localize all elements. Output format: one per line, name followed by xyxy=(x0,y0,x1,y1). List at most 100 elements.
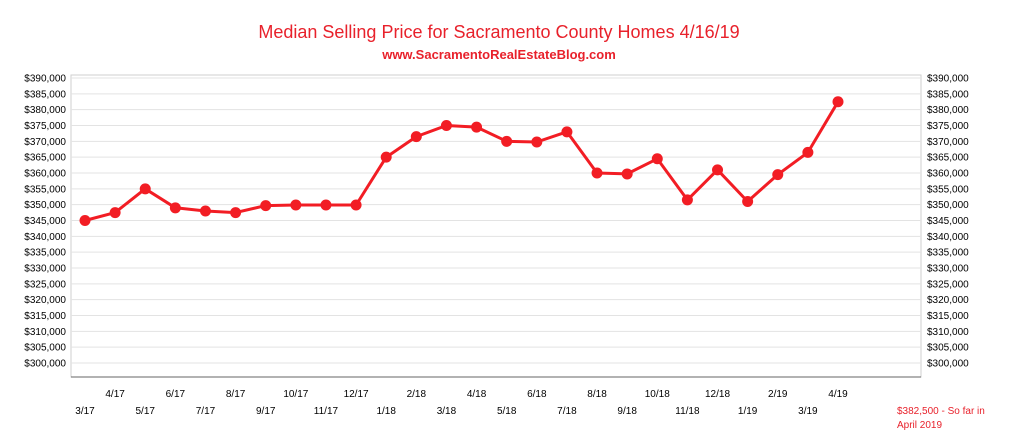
series-line xyxy=(84,101,840,222)
x-tick-label: 11/18 xyxy=(675,406,700,417)
x-tick-label: 3/18 xyxy=(437,406,457,417)
data-point xyxy=(79,215,91,226)
x-tick-label: 8/17 xyxy=(226,389,246,400)
y-tick-label-right: $340,000 xyxy=(927,232,969,243)
data-point xyxy=(712,164,724,176)
x-tick-label: 4/18 xyxy=(467,389,487,400)
y-tick-label-left: $345,000 xyxy=(24,216,66,227)
data-point xyxy=(591,167,603,179)
annotation-line-1: $382,500 - So far in xyxy=(897,406,985,417)
x-tick-label: 8/18 xyxy=(587,389,607,400)
x-axis: 3/17 4/17 5/17 6/17 7/17 8/17 9/17 10/17 11/17 12… xyxy=(75,389,848,417)
y-tick-label-left: $305,000 xyxy=(24,343,66,354)
data-point xyxy=(410,131,422,143)
y-tick-label-left: $355,000 xyxy=(24,184,66,195)
y-tick-label-right: $335,000 xyxy=(927,248,969,259)
data-point xyxy=(199,205,211,217)
data-point xyxy=(320,199,332,211)
y-tick-label-right: $385,000 xyxy=(927,89,969,100)
x-tick-label: 11/17 xyxy=(314,406,339,417)
x-tick-label: 7/17 xyxy=(196,406,216,417)
x-tick-label: 6/18 xyxy=(527,389,547,400)
y-tick-label-right: $345,000 xyxy=(927,216,969,227)
data-point xyxy=(681,194,693,206)
y-tick-label-left: $360,000 xyxy=(24,169,66,180)
chart-title: Median Selling Price for Sacramento Coun… xyxy=(258,22,739,42)
data-point xyxy=(501,135,513,147)
x-tick-label: 1/19 xyxy=(738,406,758,417)
y-axis-right: $390,000 $385,000 $380,000 $375,000 $370,000… xyxy=(927,74,969,370)
data-point xyxy=(350,199,362,211)
chart-subtitle: www.SacramentoRealEstateBlog.com xyxy=(381,47,616,62)
y-tick-label-right: $325,000 xyxy=(927,279,969,290)
y-tick-label-left: $335,000 xyxy=(24,248,66,259)
y-tick-label-right: $310,000 xyxy=(927,327,969,338)
y-tick-label-left: $300,000 xyxy=(24,359,66,370)
y-tick-label-left: $370,000 xyxy=(24,137,66,148)
y-tick-label-left: $310,000 xyxy=(24,327,66,338)
x-tick-label: 10/17 xyxy=(283,389,308,400)
data-point xyxy=(230,207,242,219)
x-tick-label: 10/18 xyxy=(645,389,670,400)
data-point xyxy=(109,207,121,219)
x-tick-label: 2/19 xyxy=(768,389,788,400)
y-tick-label-left: $350,000 xyxy=(24,200,66,211)
grid xyxy=(70,74,922,378)
y-tick-label-right: $360,000 xyxy=(927,169,969,180)
y-tick-label-left: $375,000 xyxy=(24,121,66,132)
x-tick-label: 6/17 xyxy=(166,389,186,400)
y-tick-label-left: $340,000 xyxy=(24,232,66,243)
data-point xyxy=(742,196,754,207)
data-point xyxy=(561,126,573,138)
y-tick-label-right: $350,000 xyxy=(927,200,969,211)
x-tick-label: 9/18 xyxy=(617,406,637,417)
x-tick-label: 12/18 xyxy=(705,389,730,400)
y-tick-label-left: $380,000 xyxy=(24,105,66,116)
y-tick-label-right: $375,000 xyxy=(927,121,969,132)
data-point xyxy=(260,200,272,212)
x-tick-label: 9/17 xyxy=(256,406,276,417)
annotation-line-2: April 2019 xyxy=(897,420,942,431)
data-point xyxy=(772,169,784,181)
data-points xyxy=(79,96,844,226)
y-tick-label-left: $385,000 xyxy=(24,89,66,100)
y-tick-label-left: $315,000 xyxy=(24,311,66,322)
x-tick-label: 5/17 xyxy=(136,406,156,417)
y-tick-label-right: $330,000 xyxy=(927,264,969,275)
x-tick-label: 5/18 xyxy=(497,406,517,417)
y-tick-label-left: $365,000 xyxy=(24,153,66,164)
data-point xyxy=(832,96,844,108)
data-point xyxy=(802,146,814,158)
data-point xyxy=(380,151,392,163)
data-point xyxy=(621,168,633,180)
y-tick-label-left: $325,000 xyxy=(24,279,66,290)
x-tick-label: 4/19 xyxy=(828,389,848,400)
data-point xyxy=(139,183,151,195)
y-tick-label-left: $320,000 xyxy=(24,295,66,306)
x-tick-label: 3/17 xyxy=(75,406,95,417)
y-tick-label-right: $300,000 xyxy=(927,359,969,370)
data-point xyxy=(440,120,452,131)
x-tick-label: 3/19 xyxy=(798,406,818,417)
data-point xyxy=(531,136,543,148)
data-point xyxy=(651,153,663,165)
data-point xyxy=(290,199,302,211)
y-tick-label-right: $390,000 xyxy=(927,74,969,85)
y-tick-label-right: $380,000 xyxy=(927,105,969,116)
x-tick-label: 2/18 xyxy=(407,389,427,400)
x-tick-label: 7/18 xyxy=(557,406,577,417)
x-tick-label: 4/17 xyxy=(105,389,125,400)
y-tick-label-left: $390,000 xyxy=(24,74,66,85)
y-tick-label-right: $305,000 xyxy=(927,343,969,354)
y-tick-label-right: $315,000 xyxy=(927,311,969,322)
y-tick-label-right: $355,000 xyxy=(927,184,969,195)
y-tick-label-right: $370,000 xyxy=(927,137,969,148)
data-point xyxy=(471,121,483,133)
x-tick-label: 12/17 xyxy=(344,389,369,400)
data-point xyxy=(169,202,181,214)
x-tick-label: 1/18 xyxy=(376,406,396,417)
y-tick-label-right: $365,000 xyxy=(927,153,969,164)
y-tick-label-right: $320,000 xyxy=(927,295,969,306)
y-tick-label-left: $330,000 xyxy=(24,264,66,275)
